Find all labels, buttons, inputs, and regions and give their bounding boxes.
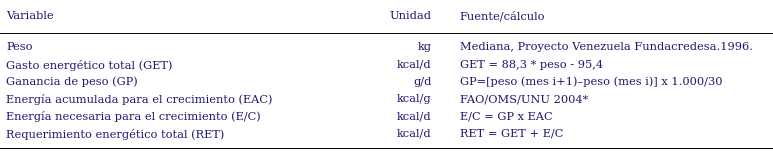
Text: E/C = GP x EAC: E/C = GP x EAC bbox=[460, 111, 553, 121]
Text: Mediana, Proyecto Venezuela Fundacredesa.1996.: Mediana, Proyecto Venezuela Fundacredesa… bbox=[460, 42, 753, 52]
Text: kcal/d: kcal/d bbox=[397, 129, 431, 139]
Text: kcal/d: kcal/d bbox=[397, 111, 431, 121]
Text: Gasto energético total (GET): Gasto energético total (GET) bbox=[6, 59, 172, 71]
Text: GET = 88,3 * peso - 95,4: GET = 88,3 * peso - 95,4 bbox=[460, 59, 603, 70]
Text: Variable: Variable bbox=[6, 11, 54, 21]
Text: Unidad: Unidad bbox=[390, 11, 431, 21]
Text: Energía acumulada para el crecimiento (EAC): Energía acumulada para el crecimiento (E… bbox=[6, 94, 273, 105]
Text: FAO/OMS/UNU 2004*: FAO/OMS/UNU 2004* bbox=[460, 94, 588, 104]
Text: Ganancia de peso (GP): Ganancia de peso (GP) bbox=[6, 77, 138, 87]
Text: Requerimiento energético total (RET): Requerimiento energético total (RET) bbox=[6, 129, 225, 140]
Text: Peso: Peso bbox=[6, 42, 32, 52]
Text: GP=[peso (mes i+1)–peso (mes i)] x 1.000/30: GP=[peso (mes i+1)–peso (mes i)] x 1.000… bbox=[460, 77, 723, 87]
Text: kcal/d: kcal/d bbox=[397, 59, 431, 70]
Text: Energía necesaria para el crecimiento (E/C): Energía necesaria para el crecimiento (E… bbox=[6, 111, 261, 122]
Text: kcal/g: kcal/g bbox=[397, 94, 431, 104]
Text: Fuente/cálculo: Fuente/cálculo bbox=[460, 11, 546, 21]
Text: kg: kg bbox=[417, 42, 431, 52]
Text: g/d: g/d bbox=[413, 77, 431, 87]
Text: RET = GET + E/C: RET = GET + E/C bbox=[460, 129, 564, 139]
